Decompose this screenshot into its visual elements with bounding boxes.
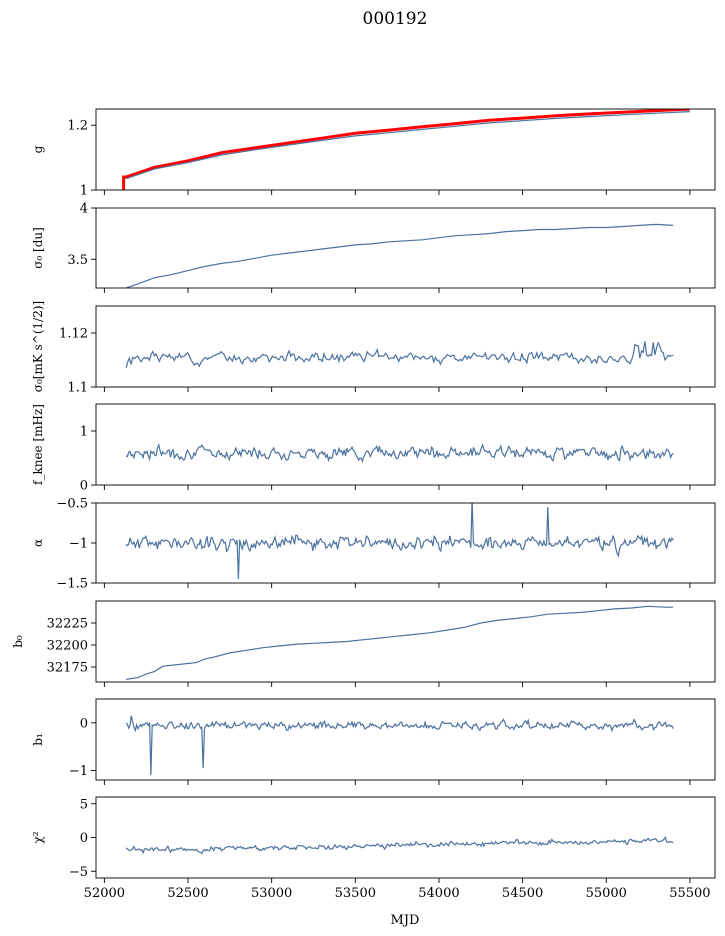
y-axis-label: χ²: [31, 831, 45, 843]
series-line-1: [125, 341, 674, 368]
y-tick-label: 0: [80, 479, 88, 494]
y-tick-label: 4: [80, 202, 88, 217]
y-axis-label: σ₀[mK s^(1/2)]: [31, 301, 45, 392]
panel-frame: [95, 403, 716, 486]
y-tick-label: −0.5: [56, 497, 88, 512]
figure-title: 000192: [363, 9, 428, 29]
x-tick-label: 52000: [84, 886, 125, 901]
panel-2: 3.5 4 σ₀ [du]: [31, 202, 716, 293]
y-axis-label: b₀: [11, 635, 25, 648]
panel-frame: [95, 698, 716, 781]
series-line-1: [125, 443, 674, 464]
y-axis-label: σ₀ [du]: [31, 227, 45, 269]
y-tick-label: 32175: [47, 661, 88, 676]
y-tick-label: −1: [69, 764, 88, 779]
y-axis-label: α: [31, 539, 45, 547]
y-tick-label: 1: [80, 425, 88, 440]
panel-frame: [95, 600, 716, 683]
y-tick-label: 5: [80, 797, 88, 812]
y-tick-label: −1.5: [56, 577, 88, 592]
panel-4: 0 1 f_knee [mHz]: [31, 403, 716, 494]
series-line-1: [125, 836, 674, 855]
x-tick-label: 55500: [669, 886, 710, 901]
y-tick-label: −5: [69, 865, 88, 880]
y-tick-label: 32200: [47, 639, 88, 654]
panel-frame: [95, 108, 716, 191]
y-tick-label: 3.5: [67, 253, 88, 268]
panel-frame: [95, 207, 716, 289]
panel-frame: [95, 796, 716, 879]
y-tick-label: 1: [80, 184, 88, 199]
series-line-1: [125, 715, 674, 776]
panels: 1 1.2 g 3.5 4 σ₀ [du] 1.1 1.12 σ₀[mK s^(1/2)] 0 1 f…: [11, 108, 716, 901]
y-tick-label: −1: [69, 537, 88, 552]
series-line-2: [125, 111, 690, 180]
y-axis-label: g: [31, 145, 45, 153]
y-axis-label: f_knee [mHz]: [31, 404, 45, 485]
panel-6: 32175 32200 32225 b₀: [11, 600, 716, 687]
y-tick-label: 1.1: [67, 381, 88, 396]
x-tick-label: 54500: [502, 886, 543, 901]
series-line-1: [125, 223, 674, 288]
x-axis-label: MJD: [391, 913, 420, 928]
panel-8: −5 0 5 52000 52500 53000 53500 54000 54500 55000 5…: [31, 796, 716, 901]
series-line-1: [126, 605, 674, 680]
series-line-1: [122, 109, 690, 190]
x-tick-label: 54000: [418, 886, 459, 901]
panel-frame: [95, 305, 716, 388]
y-tick-label: 1.12: [59, 327, 88, 342]
y-tick-label: 1.2: [67, 119, 88, 134]
x-tick-label: 53000: [251, 886, 292, 901]
panel-5: −1.5 −1 −0.5 α: [31, 497, 716, 592]
x-tick-label: 52500: [167, 886, 208, 901]
y-axis-label: b₁: [31, 733, 45, 746]
series-line-1: [125, 503, 674, 580]
panel-7: −1 0 b₁: [31, 698, 716, 785]
y-tick-label: 0: [80, 716, 88, 731]
y-tick-label: 0: [80, 831, 88, 846]
panel-3: 1.1 1.12 σ₀[mK s^(1/2)]: [31, 301, 716, 396]
y-tick-label: 32225: [47, 617, 88, 632]
x-tick-label: 53500: [335, 886, 376, 901]
panel-1: 1 1.2 g: [31, 108, 716, 199]
x-tick-label: 55000: [586, 886, 627, 901]
